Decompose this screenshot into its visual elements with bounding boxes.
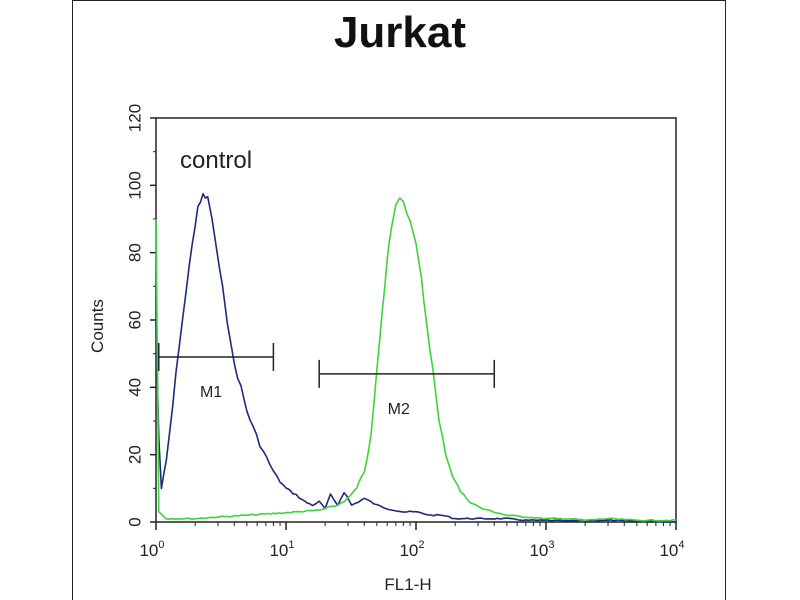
x-axis-label: FL1-H bbox=[384, 575, 431, 594]
gate-label: M1 bbox=[200, 384, 222, 401]
x-tick-exponent: 2 bbox=[418, 539, 424, 551]
control-label: control bbox=[180, 147, 252, 174]
x-tick-exponent: 4 bbox=[678, 539, 684, 551]
y-tick-label: 0 bbox=[125, 517, 144, 526]
x-tick-label: 100 bbox=[139, 539, 164, 560]
y-tick-label: 120 bbox=[125, 104, 144, 132]
x-tick-label: 101 bbox=[269, 539, 294, 560]
figure-frame bbox=[72, 0, 726, 600]
plot-area bbox=[155, 117, 677, 523]
y-tick-label: 100 bbox=[125, 171, 144, 199]
y-tick-label: 40 bbox=[125, 378, 144, 397]
x-tick-label: 102 bbox=[399, 539, 424, 560]
x-tick-exponent: 1 bbox=[288, 539, 294, 551]
gate-label: M2 bbox=[388, 401, 410, 418]
series-lines bbox=[155, 193, 677, 523]
y-axis-label: Counts bbox=[88, 299, 107, 353]
chart-title: Jurkat bbox=[333, 8, 467, 57]
x-tick-label: 104 bbox=[659, 539, 684, 560]
x-tick-label: 103 bbox=[529, 539, 554, 560]
x-tick-exponent: 3 bbox=[548, 539, 554, 551]
y-tick-label: 60 bbox=[125, 311, 144, 330]
gate-markers: M1 M2 bbox=[158, 343, 496, 418]
y-tick-label: 80 bbox=[125, 243, 144, 262]
y-tick-label: 20 bbox=[125, 445, 144, 464]
sample-series-line bbox=[155, 197, 677, 522]
x-tick-exponent: 0 bbox=[158, 539, 164, 551]
